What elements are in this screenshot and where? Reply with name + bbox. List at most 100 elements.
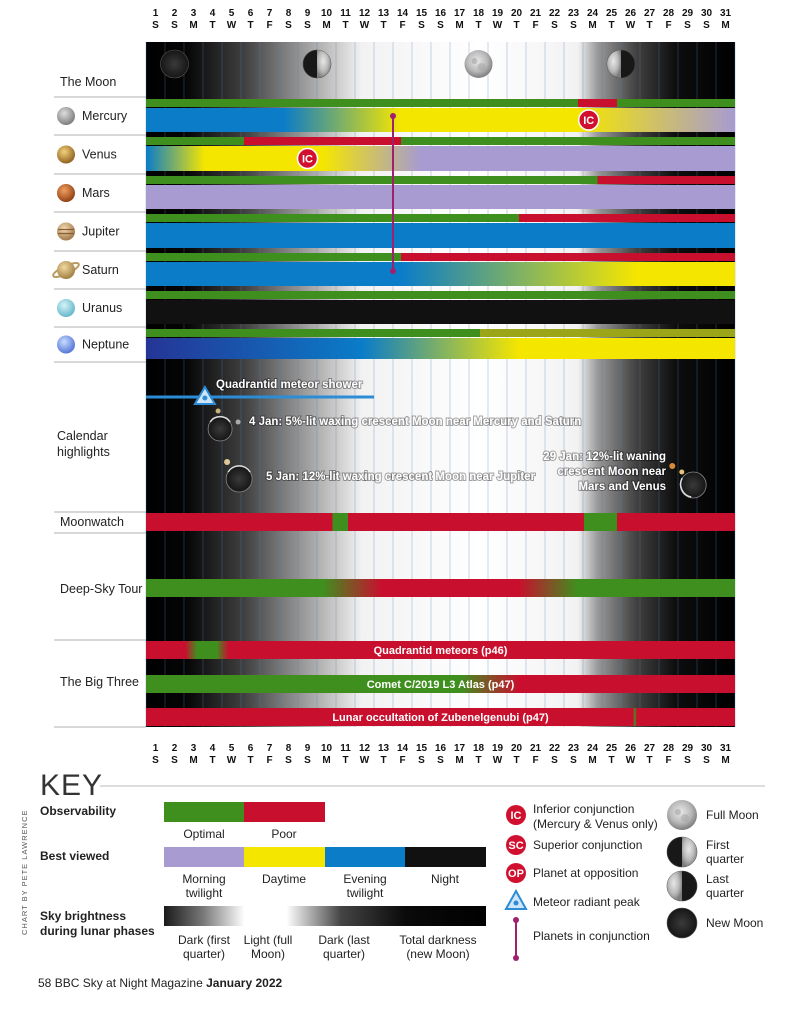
day-weekday: W — [626, 755, 636, 766]
key-best-viewed: Best viewed — [40, 849, 109, 863]
key-conj-end — [513, 955, 519, 961]
day-weekday: W — [227, 755, 237, 766]
day-axis: 1S2S3M4T5W6T7F8S9S10M11T12W13T14F15S16S1… — [152, 8, 731, 766]
key-ic-badge — [506, 805, 526, 825]
day-weekday: S — [570, 755, 577, 766]
key-moon-first-quarter — [666, 836, 698, 868]
best-viewed-bar-uranus — [146, 300, 735, 324]
day-weekday: F — [399, 755, 405, 766]
day-number: 19 — [492, 8, 504, 19]
best-viewed-bar-mercury — [146, 108, 735, 132]
day-weekday: T — [380, 755, 386, 766]
moon-mare — [675, 809, 681, 815]
observability-bar-mars — [146, 176, 735, 184]
mars-icon — [57, 184, 75, 202]
planet-dot — [679, 469, 685, 475]
big-three-bar — [146, 708, 735, 726]
day-number: 7 — [267, 8, 273, 19]
day-number: 18 — [473, 8, 485, 19]
day-number: 8 — [286, 8, 292, 19]
key-op-badge-code: OP — [508, 868, 524, 880]
key-ic-badge-code: IC — [511, 810, 522, 822]
day-number: 15 — [416, 8, 428, 19]
conjunction-end — [390, 268, 396, 274]
row-label-deep-sky-tour: Deep-Sky Tour — [60, 582, 142, 596]
planet-disc — [57, 107, 75, 125]
key-title: KEY — [40, 769, 103, 802]
row-label-saturn: Saturn — [82, 263, 119, 277]
day-number: 11 — [340, 8, 351, 19]
best-viewed-bar-neptune — [146, 338, 735, 359]
planet-disc — [57, 261, 75, 279]
day-weekday: M — [189, 20, 197, 31]
key-moon-last-quarter — [666, 870, 698, 902]
highlight-29jan: 29 Jan: 12%-lit waning — [543, 451, 666, 463]
day-number: 22 — [549, 8, 561, 19]
key-optimal-swatch — [164, 802, 244, 822]
day-weekday: S — [418, 755, 425, 766]
day-weekday: S — [570, 20, 577, 31]
day-weekday: F — [532, 755, 538, 766]
key-moon-label: Full Moon — [706, 808, 759, 822]
key-meteor-label: Meteor radiant peak — [533, 895, 641, 909]
planet-disc — [57, 145, 75, 164]
day-weekday: F — [399, 20, 405, 31]
key-meteor-icon — [504, 888, 528, 910]
day-number: 9 — [305, 8, 311, 19]
big-three-label: Lunar occultation of Zubenelgenubi (p47) — [332, 712, 549, 724]
key-op-label: Planet at opposition — [533, 866, 638, 880]
meteor-radiant-dot — [202, 395, 208, 401]
key-sc-badge — [506, 835, 526, 855]
day-weekday: S — [684, 755, 691, 766]
moon-phase-last-quarter — [606, 49, 636, 79]
key-ic-label: Inferior conjunction — [533, 802, 634, 816]
ic-marker — [577, 109, 600, 131]
key-morning-label: Morning — [182, 872, 225, 886]
day-number: 24 — [587, 743, 599, 754]
day-weekday: S — [418, 20, 425, 31]
day-number: 13 — [378, 8, 390, 19]
key-sky-label: quarter) — [323, 947, 365, 961]
observability-bar-venus — [146, 137, 735, 145]
key-evening-label: Evening — [343, 872, 386, 886]
big-three-label: Comet C/2019 L3 Atlas (p47) — [367, 679, 515, 691]
day-number: 27 — [644, 743, 656, 754]
day-weekday: T — [513, 755, 519, 766]
moon-lit-half — [667, 871, 682, 901]
day-number: 7 — [267, 743, 273, 754]
crescent-edge — [679, 477, 692, 498]
day-weekday: T — [646, 755, 652, 766]
day-number: 11 — [340, 743, 351, 754]
moon-mare — [681, 814, 689, 822]
day-weekday: T — [608, 755, 614, 766]
deep-sky-tour-bar — [146, 579, 735, 597]
day-weekday: W — [493, 755, 503, 766]
planet-dot — [224, 459, 231, 465]
row-label-mercury: Mercury — [82, 109, 128, 123]
day-number: 28 — [663, 743, 675, 754]
key-meteor-dot — [513, 900, 519, 906]
big-three-bar — [146, 675, 735, 693]
key-conj-label: Planets in conjunction — [533, 929, 650, 943]
crescent-edge — [227, 465, 251, 473]
planet-disc — [57, 184, 75, 202]
day-number: 2 — [172, 8, 178, 19]
big-three-bar — [146, 641, 735, 659]
day-weekday: S — [437, 20, 444, 31]
day-number: 26 — [625, 743, 637, 754]
planet-disc — [57, 222, 75, 241]
day-number: 6 — [248, 8, 254, 19]
day-number: 4 — [210, 743, 216, 754]
day-number: 18 — [473, 743, 485, 754]
key-moon-label: New Moon — [706, 916, 763, 930]
day-number: 31 — [720, 8, 732, 19]
row-label-venus: Venus — [82, 148, 117, 162]
day-weekday: W — [227, 20, 237, 31]
day-weekday: F — [665, 20, 671, 31]
row-label-neptune: Neptune — [82, 338, 129, 352]
day-number: 26 — [625, 8, 637, 19]
moon-lit-half — [682, 837, 697, 867]
observability-bar-jupiter — [146, 214, 735, 222]
day-weekday: W — [626, 20, 636, 31]
